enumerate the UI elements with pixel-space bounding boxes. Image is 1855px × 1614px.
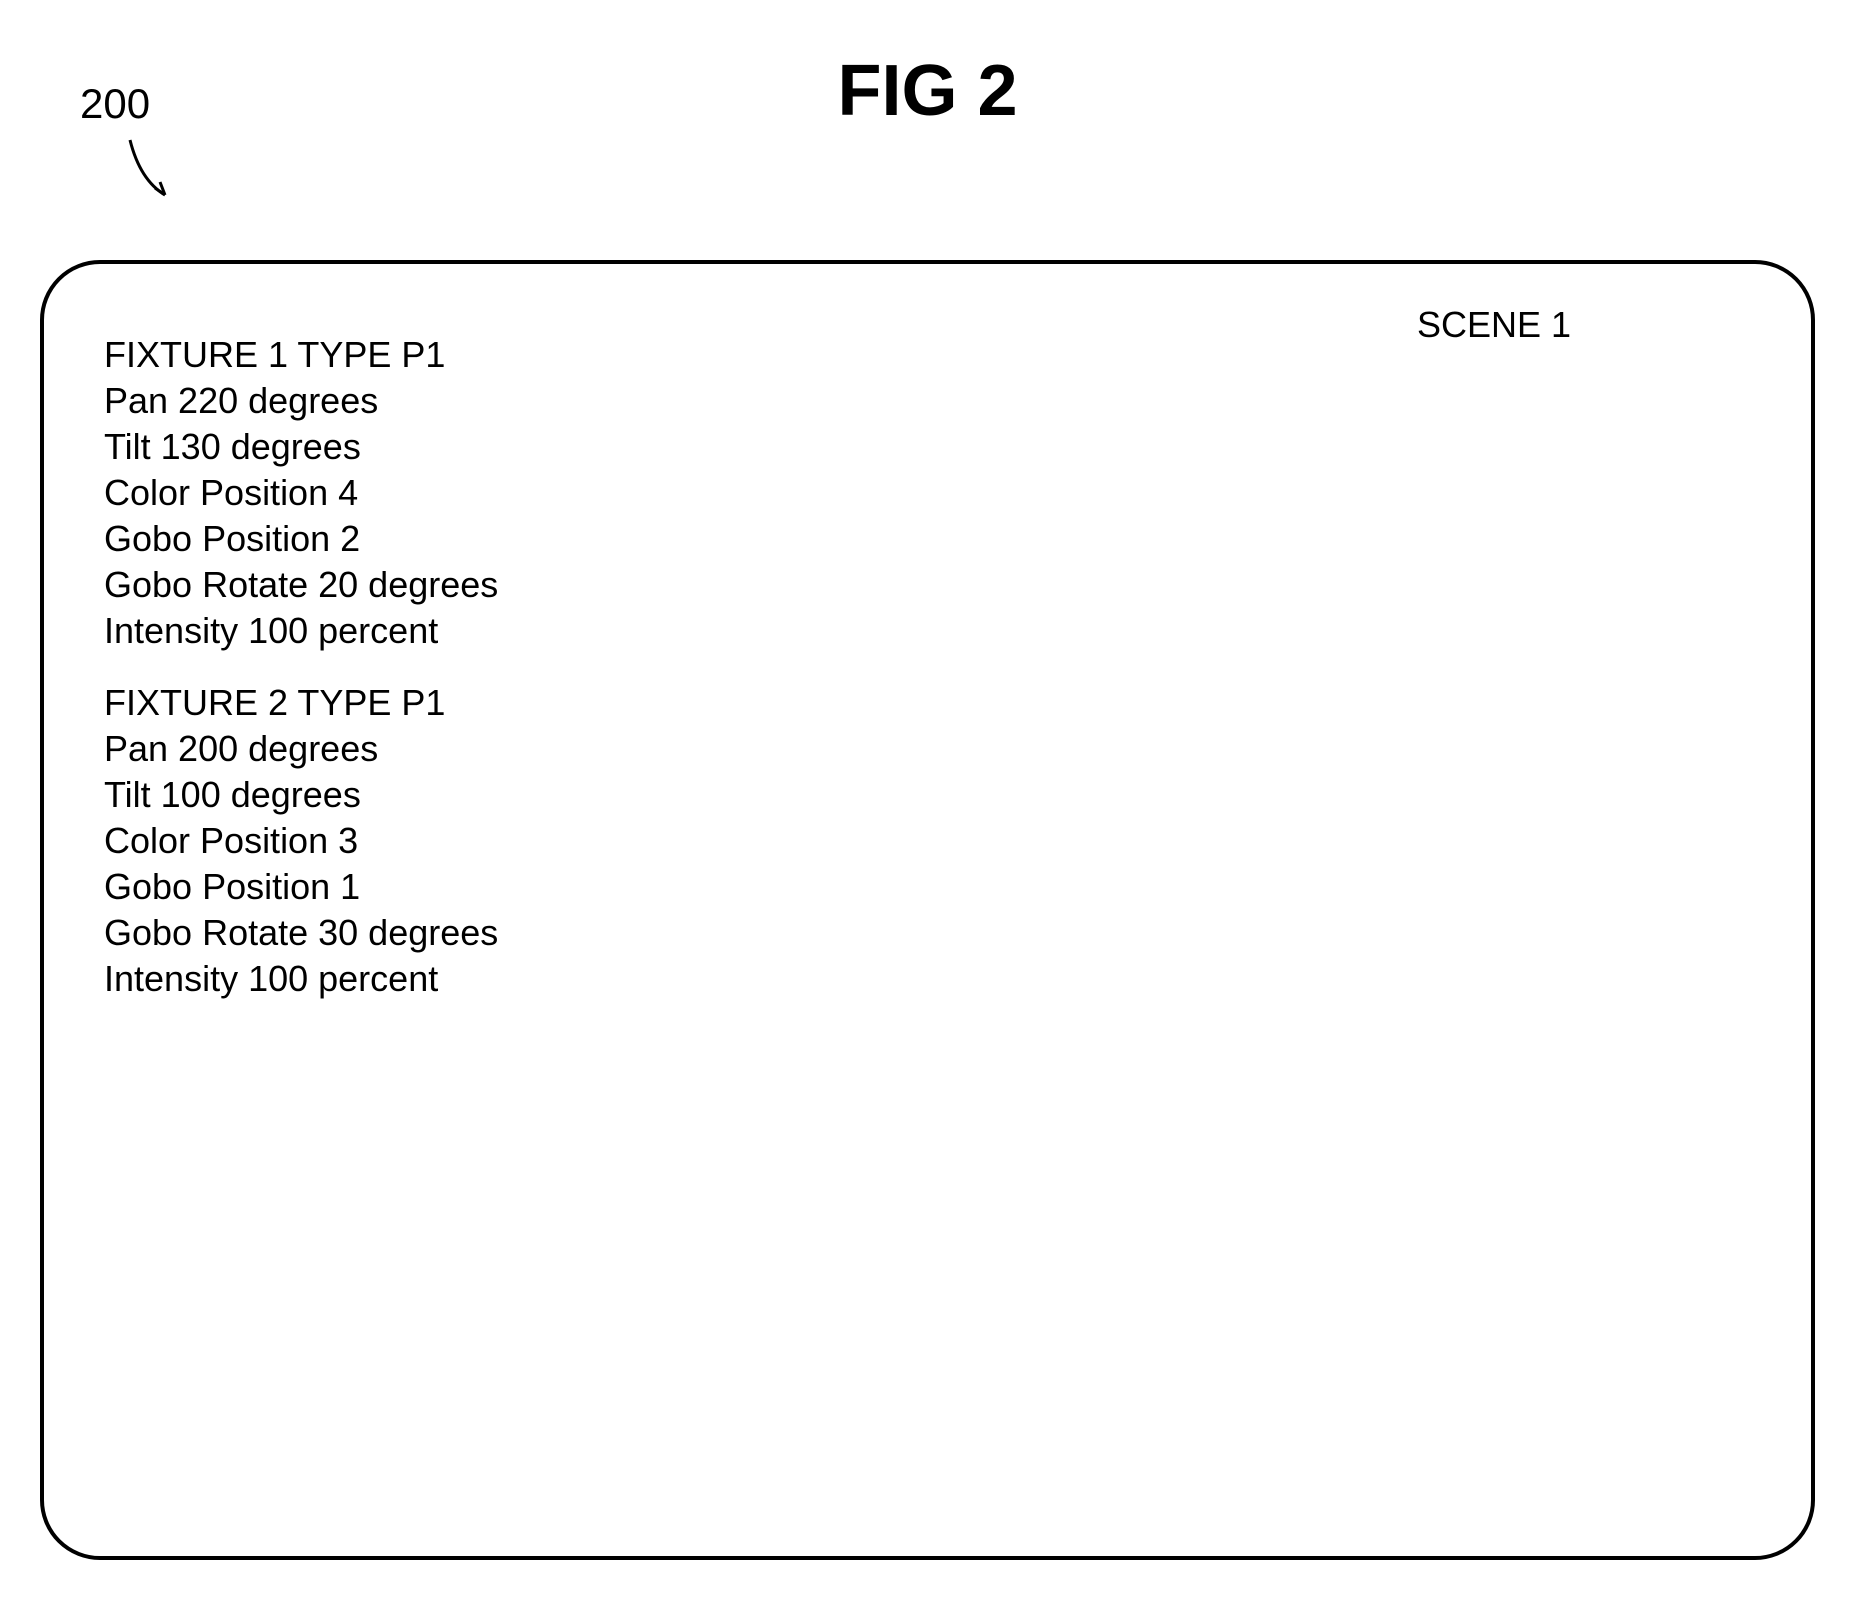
figure-title: FIG 2 — [837, 50, 1017, 132]
fixture-2-header: FIXTURE 2 TYPE P1 — [104, 682, 1751, 724]
reference-number: 200 — [80, 80, 150, 128]
fixture-1-block: FIXTURE 1 TYPE P1 Pan 220 degrees Tilt 1… — [104, 334, 1751, 652]
fixture-1-pan: Pan 220 degrees — [104, 380, 1751, 422]
fixture-1-tilt: Tilt 130 degrees — [104, 426, 1751, 468]
fixture-2-block: FIXTURE 2 TYPE P1 Pan 200 degrees Tilt 1… — [104, 682, 1751, 1000]
fixture-2-gobo-rotate: Gobo Rotate 30 degrees — [104, 912, 1751, 954]
fixture-1-color-position: Color Position 4 — [104, 472, 1751, 514]
fixture-1-intensity: Intensity 100 percent — [104, 610, 1751, 652]
fixture-2-color-position: Color Position 3 — [104, 820, 1751, 862]
scene-label: SCENE 1 — [1417, 304, 1571, 346]
fixture-2-intensity: Intensity 100 percent — [104, 958, 1751, 1000]
fixture-1-gobo-position: Gobo Position 2 — [104, 518, 1751, 560]
fixture-2-pan: Pan 200 degrees — [104, 728, 1751, 770]
scene-panel: SCENE 1 FIXTURE 1 TYPE P1 Pan 220 degree… — [40, 260, 1815, 1560]
fixture-2-tilt: Tilt 100 degrees — [104, 774, 1751, 816]
reference-arrow-icon — [110, 130, 190, 210]
fixture-1-gobo-rotate: Gobo Rotate 20 degrees — [104, 564, 1751, 606]
fixture-2-gobo-position: Gobo Position 1 — [104, 866, 1751, 908]
